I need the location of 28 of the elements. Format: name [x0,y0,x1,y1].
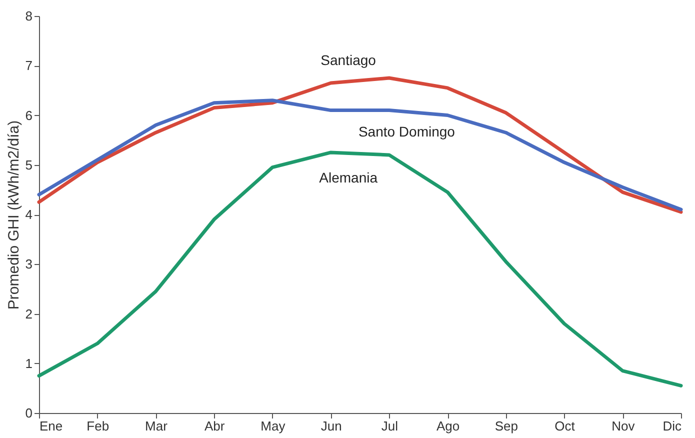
x-tick-label: Feb [86,418,110,434]
series-label: Santiago [320,52,376,68]
y-tick-label: 6 [25,108,32,123]
line-series [37,98,683,212]
x-tick-label: Dic [662,418,682,434]
y-tick-label: 1 [25,356,32,371]
x-tick-label: Abr [204,418,226,434]
y-tick-label: 7 [25,58,32,74]
x-tick-label: Mar [145,418,168,434]
x-tick-label: May [260,418,286,434]
y-tick-label: 0 [25,406,32,420]
x-tick-label: Ene [40,418,63,434]
y-tick-label: 5 [25,157,32,172]
x-tick-label: Nov [612,418,636,434]
y-tick-label: 2 [25,306,32,322]
x-tick-label: Jul [381,418,398,434]
x-tick-label: Ago [436,418,460,434]
x-tick-label: Jun [320,418,342,434]
y-tick-label: 4 [25,207,32,222]
x-tick-label: Sep [494,418,518,434]
series-label: Santo Domingo [358,123,456,140]
x-tick-label: Oct [554,418,576,434]
line-series [37,76,683,214]
y-tick-label: 8 [25,8,32,24]
line-series [37,150,683,388]
y-tick-label: 3 [25,256,32,272]
series-label: Alemania [319,169,378,186]
y-axis-title: Promedio GHI (kWh/m2/día) [5,120,22,310]
